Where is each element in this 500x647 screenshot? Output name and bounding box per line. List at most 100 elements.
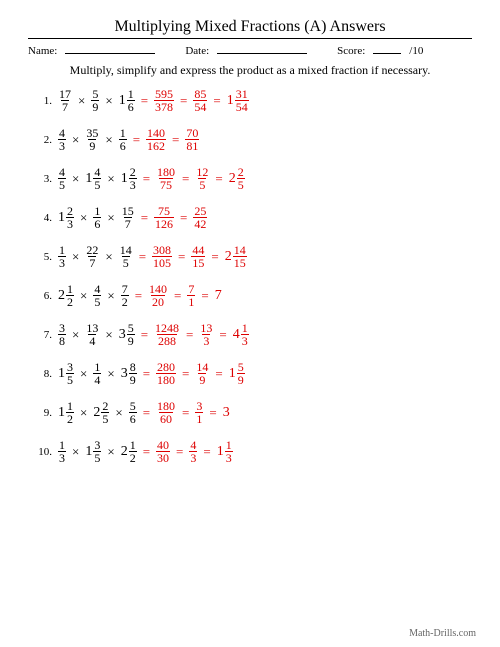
fraction: 25 xyxy=(237,166,245,191)
problem-number: 6. xyxy=(32,290,58,302)
times-op: × xyxy=(71,327,80,343)
fraction: 13 xyxy=(58,439,66,464)
problem-row: 3.45×145×123=18075=125=225 xyxy=(32,166,472,191)
problem-list: 1.177×59×116=595378=8554=131542.43×359×1… xyxy=(28,88,472,464)
fraction: 43 xyxy=(58,127,66,152)
fraction: 89 xyxy=(129,361,137,386)
mixed-fraction: 212 xyxy=(121,439,137,464)
fraction: 12 xyxy=(66,283,74,308)
times-op: × xyxy=(79,366,88,382)
times-op: × xyxy=(71,444,80,460)
fraction: 59 xyxy=(237,361,245,386)
equals-op: = xyxy=(202,444,211,460)
fraction: 125 xyxy=(195,166,209,191)
equals-op: = xyxy=(218,327,227,343)
equals-op: = xyxy=(134,288,143,304)
fraction: 31 xyxy=(195,400,203,425)
mixed-fraction: 225 xyxy=(93,400,109,425)
equals-op: = xyxy=(181,171,190,187)
fraction: 280180 xyxy=(156,361,176,386)
equals-op: = xyxy=(185,327,194,343)
fraction: 45 xyxy=(58,166,66,191)
problem-row: 7.38×134×359=1248288=133=413 xyxy=(32,322,472,347)
times-op: × xyxy=(104,327,113,343)
fraction: 16 xyxy=(119,127,127,152)
fraction: 140162 xyxy=(146,127,166,152)
expression: 177×59×116=595378=8554=13154 xyxy=(58,88,249,113)
mixed-fraction: 113 xyxy=(217,439,233,464)
fraction: 59 xyxy=(91,88,99,113)
equals-op: = xyxy=(200,288,209,304)
problem-row: 5.13×227×145=308105=4415=21415 xyxy=(32,244,472,269)
equals-op: = xyxy=(142,405,151,421)
fraction: 359 xyxy=(85,127,99,152)
problem-row: 4.123×16×157=75126=2542 xyxy=(32,205,472,230)
expression: 38×134×359=1248288=133=413 xyxy=(58,322,249,347)
score-total: /10 xyxy=(409,45,423,57)
expression: 212×45×72=14020=71=7 xyxy=(58,283,222,308)
equals-op: = xyxy=(132,132,141,148)
equals-op: = xyxy=(214,366,223,382)
fraction: 23 xyxy=(129,166,137,191)
problem-number: 1. xyxy=(32,95,58,107)
fraction: 8554 xyxy=(193,88,207,113)
fraction: 2542 xyxy=(193,205,207,230)
equals-op: = xyxy=(171,132,180,148)
problem-number: 3. xyxy=(32,173,58,185)
mixed-fraction: 413 xyxy=(233,322,249,347)
fraction: 157 xyxy=(121,205,135,230)
mixed-fraction: 123 xyxy=(121,166,137,191)
equals-op: = xyxy=(179,93,188,109)
fraction: 56 xyxy=(129,400,137,425)
mixed-fraction: 135 xyxy=(58,361,74,386)
equals-op: = xyxy=(142,444,151,460)
equals-op: = xyxy=(138,249,147,265)
equals-op: = xyxy=(140,327,149,343)
fraction: 12 xyxy=(129,439,137,464)
fraction: 13 xyxy=(225,439,233,464)
fraction: 134 xyxy=(85,322,99,347)
score-blank[interactable] xyxy=(373,53,401,54)
times-op: × xyxy=(71,132,80,148)
fraction: 45 xyxy=(93,283,101,308)
worksheet-page: Multiplying Mixed Fractions (A) Answers … xyxy=(0,0,500,647)
times-op: × xyxy=(71,249,80,265)
whole-number: 3 xyxy=(223,406,230,420)
fraction: 133 xyxy=(199,322,213,347)
problem-number: 2. xyxy=(32,134,58,146)
fraction: 59 xyxy=(127,322,135,347)
expression: 112×225×56=18060=31=3 xyxy=(58,400,230,425)
mixed-fraction: 359 xyxy=(119,322,135,347)
fraction: 227 xyxy=(85,244,99,269)
whole-number: 7 xyxy=(215,289,222,303)
expression: 45×145×123=18075=125=225 xyxy=(58,166,245,191)
date-blank[interactable] xyxy=(217,53,307,54)
mixed-fraction: 159 xyxy=(229,361,245,386)
problem-row: 6.212×45×72=14020=71=7 xyxy=(32,283,472,308)
fraction: 13 xyxy=(241,322,249,347)
name-blank[interactable] xyxy=(65,53,155,54)
problem-row: 2.43×359×16=140162=7081 xyxy=(32,127,472,152)
fraction: 4415 xyxy=(191,244,205,269)
equals-op: = xyxy=(212,93,221,109)
equals-op: = xyxy=(175,444,184,460)
equals-op: = xyxy=(140,210,149,226)
date-label: Date: xyxy=(185,45,209,57)
score-label: Score: xyxy=(337,45,365,57)
times-op: × xyxy=(106,288,115,304)
mixed-fraction: 123 xyxy=(58,205,74,230)
fraction: 35 xyxy=(93,439,101,464)
mixed-fraction: 13154 xyxy=(227,88,249,113)
times-op: × xyxy=(104,249,113,265)
times-op: × xyxy=(106,444,115,460)
problem-number: 7. xyxy=(32,329,58,341)
problem-number: 4. xyxy=(32,212,58,224)
title-rule xyxy=(28,38,472,39)
fraction: 308105 xyxy=(152,244,172,269)
fraction: 595378 xyxy=(154,88,174,113)
fraction: 1415 xyxy=(233,244,247,269)
equals-op: = xyxy=(208,405,217,421)
mixed-fraction: 212 xyxy=(58,283,74,308)
problem-number: 9. xyxy=(32,407,58,419)
problem-row: 9.112×225×56=18060=31=3 xyxy=(32,400,472,425)
